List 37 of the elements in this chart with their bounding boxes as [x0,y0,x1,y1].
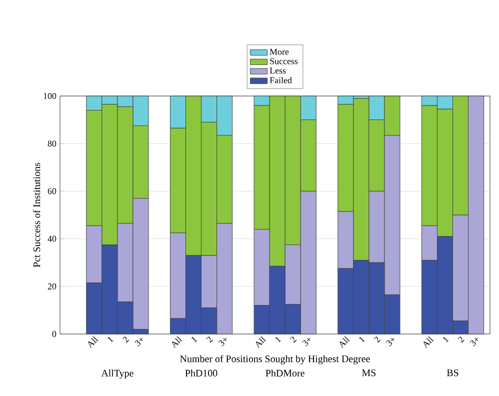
y-tick-label: 0 [52,330,56,338]
x-tick-label: 3+ [302,338,310,346]
x-tick-label: All [340,336,350,348]
x-tick-label: 3+ [218,338,226,346]
legend-label: Success [270,58,298,64]
x-tick-label: 1 [443,336,449,342]
y-axis-title: Pct Success of Institutions [33,162,40,268]
x-tick-label: 2 [206,336,213,343]
text: MS [362,370,376,376]
x-tick-label: 1 [359,336,365,342]
x-axis-title: Number of Positions Sought by Highest Degree [180,355,370,364]
text: PhD100 [185,370,218,377]
y-tick-label: 100 [44,92,56,100]
y-tick-label: 40 [48,236,56,242]
y-tick-label: 60 [48,188,56,194]
legend-label: Failed [270,76,292,84]
text: BS [446,370,458,376]
x-tick-label: 1 [275,336,282,342]
x-tick-label: All [424,336,434,348]
x-tick-label: 3+ [470,338,478,346]
legend-label: More [270,48,289,55]
x-tick-label: 3+ [386,338,394,346]
y-tick-label: 20 [48,283,56,290]
x-tick-label: 1 [108,336,114,342]
x-tick-label: 2 [122,336,130,343]
x-tick-label: All [172,336,182,348]
x-tick-label: All [256,336,266,348]
x-tick-label: 2 [374,336,381,343]
x-tick-label: All [88,336,98,348]
y-tick-label: 80 [48,140,56,147]
legend-label: Less [270,68,286,74]
x-tick-label: 2 [458,336,464,343]
x-tick-label: 2 [290,336,297,343]
x-tick-label: 1 [192,336,198,342]
x-tick-label: 3+ [134,338,143,346]
text: PhDMore [266,370,304,377]
text: AllType [101,370,134,379]
